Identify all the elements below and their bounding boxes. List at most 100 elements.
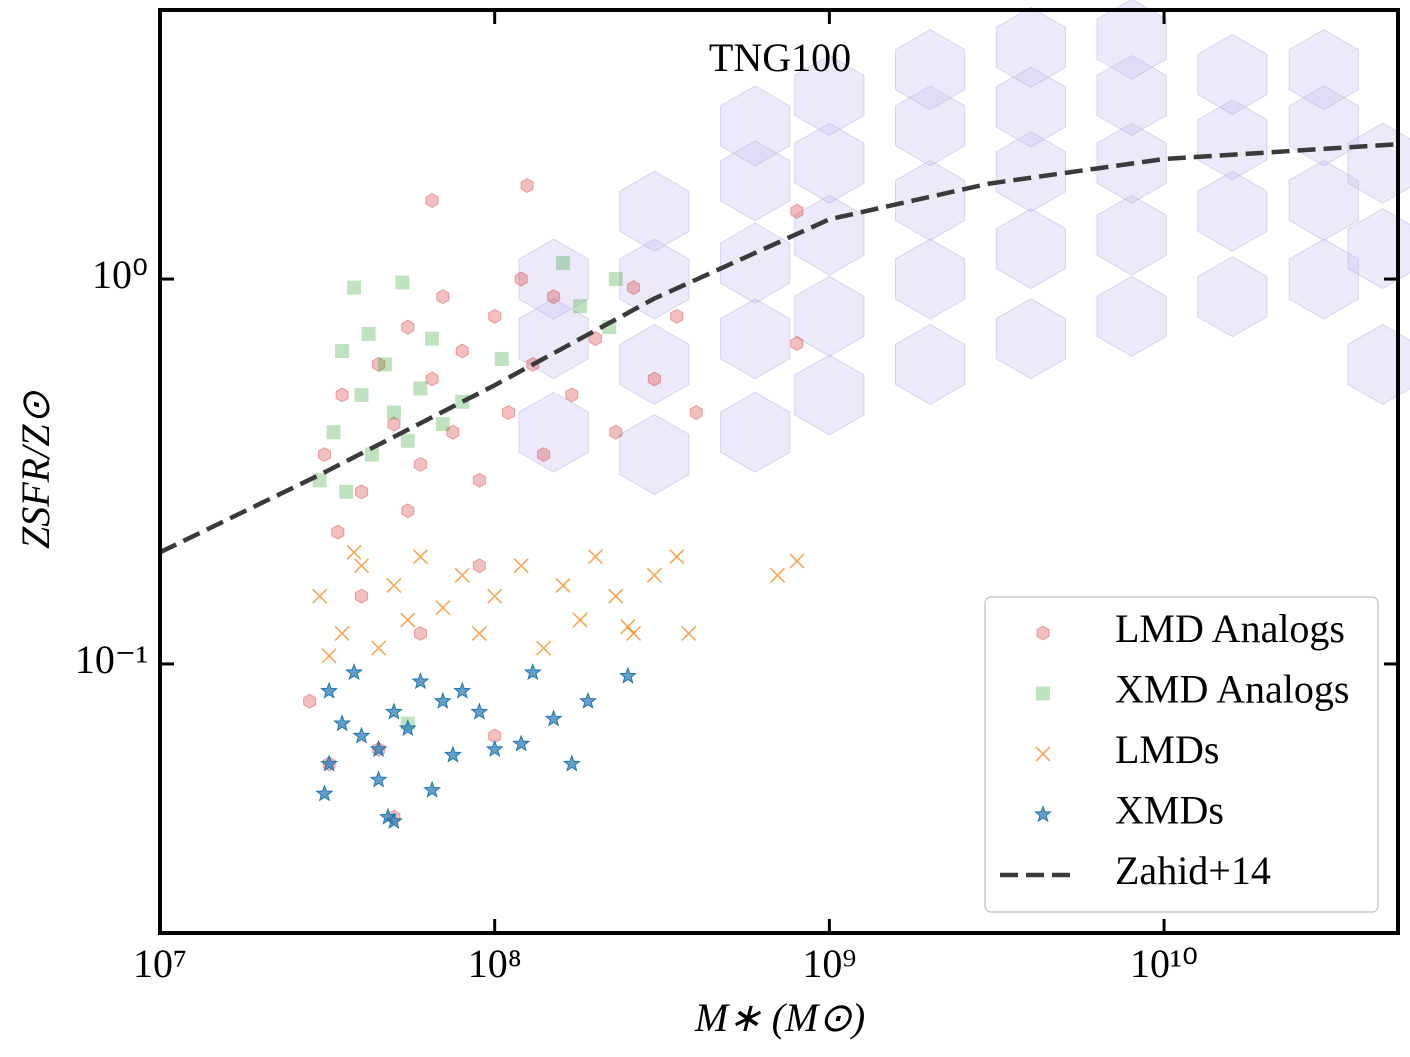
square-marker xyxy=(573,299,588,314)
hexagon-marker xyxy=(317,446,332,463)
hexbin-cell xyxy=(995,207,1067,290)
x-tick-label: 10¹⁰ xyxy=(1130,941,1198,986)
legend-label: LMDs xyxy=(1115,727,1219,772)
x-tick-label: 10⁸ xyxy=(468,941,522,986)
star-marker xyxy=(320,681,339,699)
hexagon-marker xyxy=(537,446,551,463)
star-marker xyxy=(433,691,452,709)
square-marker xyxy=(326,425,341,440)
hexbin-cell xyxy=(1197,256,1268,338)
x-marker xyxy=(487,588,503,604)
x-marker xyxy=(572,612,588,628)
hexagon-marker xyxy=(303,693,317,709)
hexbin-cell xyxy=(1288,159,1359,242)
hexbin-cell xyxy=(894,85,966,167)
hexbin-cell xyxy=(995,131,1067,213)
hexbin-cell xyxy=(719,391,791,473)
x-marker xyxy=(608,588,624,604)
hexagon-marker xyxy=(331,524,345,540)
hexbin-layer xyxy=(518,0,1410,496)
legend-label: LMD Analogs xyxy=(1115,606,1345,651)
square-marker xyxy=(386,405,401,420)
square-marker xyxy=(354,387,369,402)
x-tick-label: 10⁹ xyxy=(802,941,856,986)
points-layer xyxy=(303,177,805,829)
legend-label: Zahid+14 xyxy=(1115,848,1271,893)
hexbin-cell xyxy=(1347,323,1410,406)
hexagon-marker xyxy=(472,558,486,574)
legend-label: XMD Analogs xyxy=(1115,667,1349,712)
hexbin-cell xyxy=(1347,122,1410,204)
hexbin-cell xyxy=(518,391,589,473)
star-marker xyxy=(345,663,364,681)
chart-title: TNG100 xyxy=(709,35,851,80)
star-marker xyxy=(384,702,403,720)
hexbin-cell xyxy=(995,66,1067,148)
hexagon-marker xyxy=(627,280,641,296)
hexagon-marker xyxy=(425,192,439,209)
hexbin-cell xyxy=(794,194,865,276)
hexagon-marker xyxy=(520,177,534,194)
hexagon-marker xyxy=(689,404,703,421)
hexagon-marker xyxy=(354,588,369,604)
square-marker xyxy=(608,272,623,287)
legend-label: XMDs xyxy=(1115,788,1224,833)
star-marker xyxy=(443,745,462,763)
hexbin-cell xyxy=(794,122,865,204)
hexagon-marker xyxy=(372,356,386,373)
x-marker xyxy=(435,600,451,616)
hexagon-marker xyxy=(670,308,684,324)
square-marker xyxy=(347,280,362,295)
hexagon-marker xyxy=(647,371,661,387)
square-marker xyxy=(361,326,376,341)
hexagon-marker xyxy=(455,343,469,359)
hexbin-cell xyxy=(1288,238,1359,320)
square-marker xyxy=(365,447,380,462)
hexbin-cell xyxy=(995,298,1067,380)
hexagon-marker xyxy=(501,404,516,421)
hexbin-cell xyxy=(719,140,791,222)
star-marker xyxy=(1034,805,1052,823)
square-marker xyxy=(494,351,509,366)
x-marker xyxy=(789,553,805,569)
hexagon-marker xyxy=(413,625,427,642)
x-marker xyxy=(769,567,786,583)
star-marker xyxy=(562,754,581,772)
hexbin-cell xyxy=(1096,275,1167,357)
hexagon-marker xyxy=(335,387,349,403)
y-axis-label: ZSFR/Z⊙ xyxy=(13,391,58,549)
star-marker xyxy=(369,770,388,788)
star-marker xyxy=(411,672,430,690)
hexbin-cell xyxy=(794,275,865,357)
hexbin-cell xyxy=(518,298,589,380)
star-marker xyxy=(384,811,403,829)
star-marker xyxy=(352,726,371,744)
hexagon-marker xyxy=(790,203,804,219)
star-marker xyxy=(579,691,597,709)
hexagon-marker xyxy=(354,484,369,500)
x-marker xyxy=(669,549,685,565)
hexbin-cell xyxy=(1096,194,1167,276)
x-marker xyxy=(513,558,529,574)
x-marker xyxy=(471,625,487,642)
star-marker xyxy=(470,702,489,720)
hexbin-cell xyxy=(894,323,966,406)
hexbin-cell xyxy=(1197,33,1268,116)
hexbin-cell xyxy=(719,85,791,167)
hexagon-marker xyxy=(425,371,439,387)
star-marker xyxy=(453,681,472,699)
star-marker xyxy=(544,709,563,727)
star-marker xyxy=(512,734,531,752)
star-marker xyxy=(423,780,442,798)
square-marker xyxy=(335,344,350,359)
star-marker xyxy=(320,754,339,772)
x-marker xyxy=(454,567,470,583)
square-marker xyxy=(435,417,450,432)
hexbin-cell xyxy=(894,238,966,320)
x-marker xyxy=(312,588,328,604)
hexagon-marker xyxy=(472,472,486,488)
hexagon-marker xyxy=(387,416,401,432)
x-marker xyxy=(681,625,697,642)
hexbin-cell xyxy=(894,29,966,111)
